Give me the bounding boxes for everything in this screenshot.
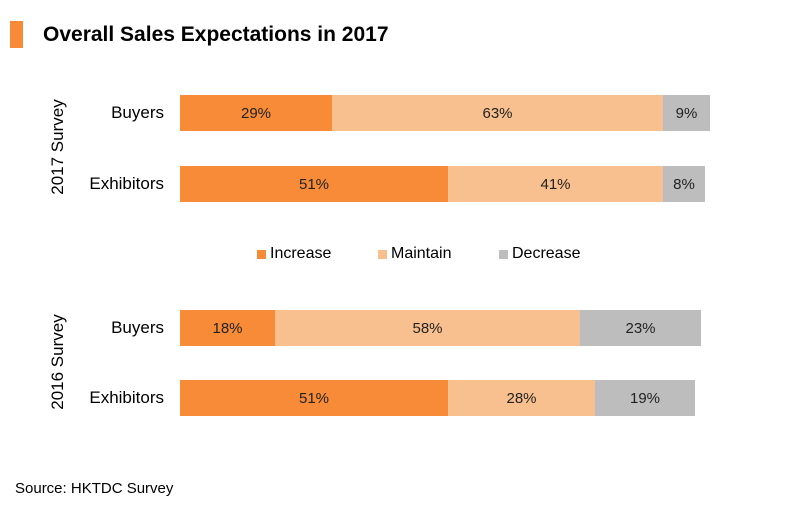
bar-segment-maintain: 28%	[448, 380, 595, 416]
chart-title: Overall Sales Expectations in 2017	[43, 23, 389, 46]
stacked-bar: 18% 58% 23%	[180, 310, 701, 346]
legend-label: Increase	[270, 245, 332, 262]
row-label: Exhibitors	[89, 174, 164, 193]
bar-segment-increase: 29%	[180, 95, 332, 131]
row-label: Buyers	[111, 318, 164, 337]
bar-segment-decrease: 23%	[580, 310, 701, 346]
bar-segment-increase: 51%	[180, 380, 448, 416]
bar-segment-maintain: 58%	[275, 310, 580, 346]
bar-segment-decrease: 8%	[663, 166, 705, 202]
source-note: Source: HKTDC Survey	[15, 480, 174, 497]
stacked-bar: 29% 63% 9%	[180, 95, 710, 131]
legend-label: Maintain	[391, 245, 452, 262]
bar-segment-decrease: 9%	[663, 95, 710, 131]
row-label: Exhibitors	[89, 388, 164, 407]
bar-segment-maintain: 63%	[332, 95, 663, 131]
legend-item-decrease: Decrease	[499, 244, 580, 264]
bar-segment-increase: 18%	[180, 310, 275, 346]
legend-item-increase: Increase	[257, 244, 331, 264]
legend: Increase Maintain Decrease	[0, 244, 800, 266]
stacked-bar: 51% 41% 8%	[180, 166, 705, 202]
legend-swatch	[257, 249, 266, 259]
legend-item-maintain: Maintain	[378, 244, 451, 264]
bar-segment-decrease: 19%	[595, 380, 695, 416]
legend-swatch	[378, 249, 387, 259]
legend-label: Decrease	[512, 245, 581, 262]
legend-swatch	[499, 249, 508, 259]
stacked-bar: 51% 28% 19%	[180, 380, 695, 416]
group-label: 2016 Survey	[48, 314, 67, 410]
row-label: Buyers	[111, 103, 164, 122]
bar-segment-maintain: 41%	[448, 166, 663, 202]
title-marker	[10, 21, 23, 48]
bar-segment-increase: 51%	[180, 166, 448, 202]
group-label: 2017 Survey	[48, 99, 67, 195]
